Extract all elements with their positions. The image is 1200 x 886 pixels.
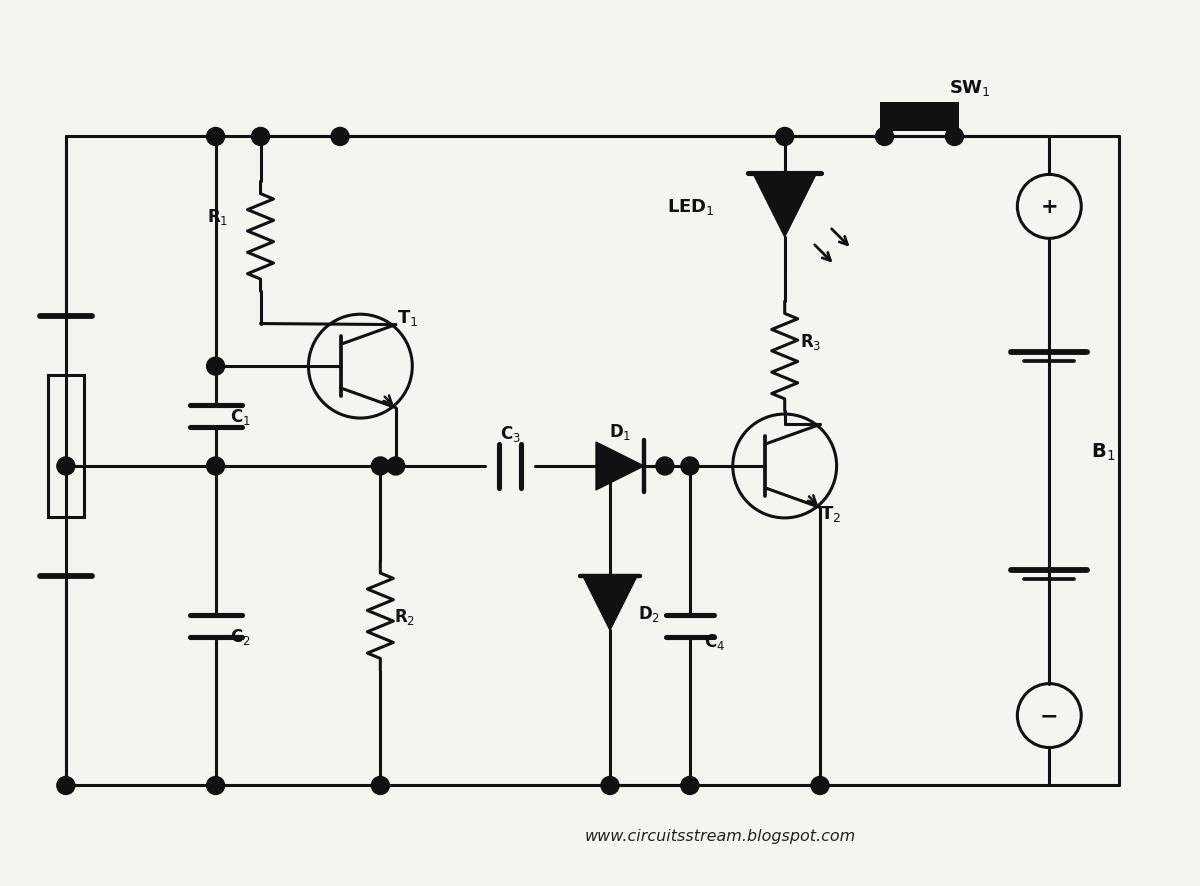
Circle shape: [371, 777, 389, 795]
Text: R$_3$: R$_3$: [799, 331, 821, 352]
Bar: [880, 103, 960, 132]
Text: C$_1$: C$_1$: [229, 407, 251, 426]
Circle shape: [206, 777, 224, 795]
Text: B$_1$: B$_1$: [1091, 441, 1116, 462]
Text: C$_4$: C$_4$: [704, 631, 725, 651]
Circle shape: [876, 128, 894, 146]
Circle shape: [386, 457, 404, 476]
Circle shape: [775, 128, 793, 146]
Text: C$_3$: C$_3$: [499, 424, 521, 444]
Text: T$_1$: T$_1$: [397, 307, 418, 328]
Circle shape: [680, 457, 698, 476]
Text: D$_2$: D$_2$: [638, 603, 660, 624]
Text: C$_2$: C$_2$: [229, 626, 251, 646]
Polygon shape: [596, 442, 644, 490]
Text: R$_2$: R$_2$: [395, 606, 415, 626]
Circle shape: [252, 128, 270, 146]
Text: T$_2$: T$_2$: [820, 503, 841, 524]
Circle shape: [371, 457, 389, 476]
Text: D$_1$: D$_1$: [608, 422, 631, 441]
Circle shape: [811, 777, 829, 795]
Circle shape: [206, 128, 224, 146]
Circle shape: [946, 128, 964, 146]
Circle shape: [56, 777, 74, 795]
Circle shape: [680, 777, 698, 795]
Text: R$_1$: R$_1$: [208, 207, 228, 227]
Text: +: +: [1040, 198, 1058, 217]
Circle shape: [206, 457, 224, 476]
Text: www.circuitsstream.blogspot.com: www.circuitsstream.blogspot.com: [584, 828, 856, 843]
Text: LED$_1$: LED$_1$: [667, 198, 715, 217]
Circle shape: [656, 457, 674, 476]
Bar: [48, 375, 84, 517]
Circle shape: [331, 128, 349, 146]
Text: −: −: [1040, 706, 1058, 726]
Circle shape: [601, 777, 619, 795]
Polygon shape: [583, 577, 637, 631]
Text: SW$_1$: SW$_1$: [949, 77, 991, 97]
Circle shape: [56, 457, 74, 476]
Circle shape: [206, 358, 224, 376]
Polygon shape: [752, 174, 817, 237]
